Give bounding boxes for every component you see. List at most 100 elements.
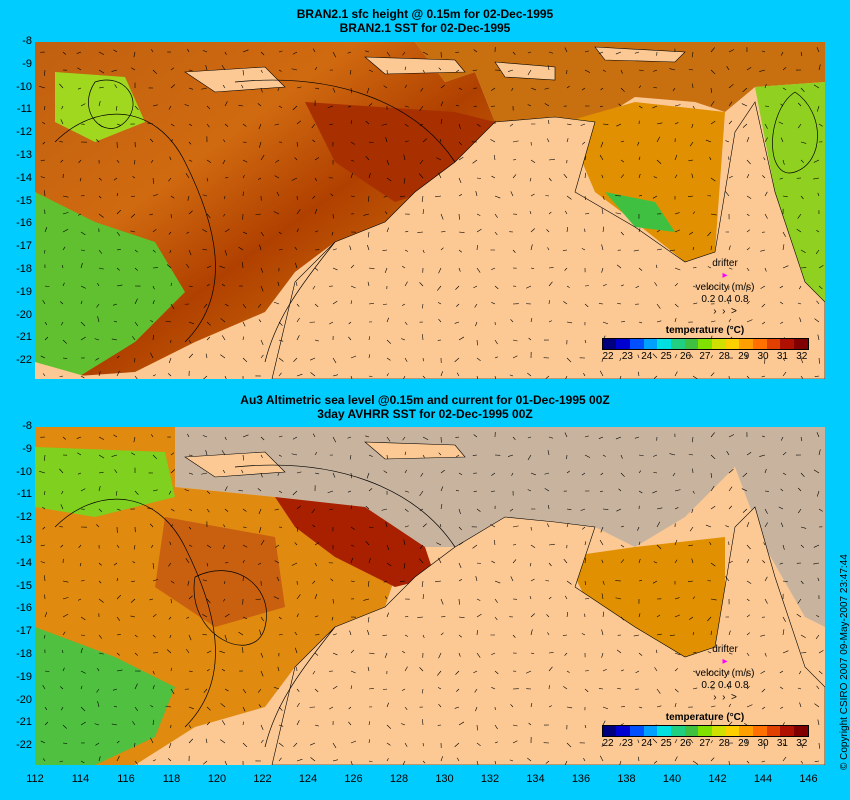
current-vector-arrow	[94, 723, 100, 726]
current-vector-arrow	[312, 670, 316, 675]
current-vector-arrow	[692, 375, 698, 379]
current-vector-arrow	[674, 267, 681, 271]
colorbar-swatch	[725, 339, 740, 349]
current-vector-arrow	[96, 524, 100, 528]
current-vector-arrow	[168, 105, 172, 110]
current-vector-arrow	[602, 69, 606, 72]
current-vector-arrow	[170, 469, 176, 474]
current-vector-arrow	[584, 303, 589, 308]
current-vector-arrow	[278, 339, 284, 342]
current-vector-arrow	[404, 84, 407, 89]
current-vector-arrow	[116, 267, 120, 271]
current-vector-arrow	[368, 721, 371, 726]
current-vector-arrow	[584, 156, 587, 161]
current-vector-arrow	[476, 652, 481, 658]
current-vector-arrow	[314, 451, 318, 456]
current-vector-arrow	[115, 490, 118, 496]
current-vector-arrow	[255, 598, 262, 601]
current-vector-arrow	[491, 687, 496, 690]
current-vector-arrow	[584, 339, 587, 344]
current-vector-arrow	[544, 488, 550, 492]
top-current-vectors	[39, 47, 824, 379]
colorbar-swatch	[739, 339, 753, 349]
current-vector-arrow	[548, 120, 550, 125]
current-vector-arrow	[616, 123, 622, 127]
current-vector-arrow	[764, 137, 768, 143]
current-vector-arrow	[116, 594, 122, 600]
current-vector-arrow	[419, 123, 424, 127]
current-vector-arrow	[602, 226, 605, 233]
current-vector-arrow	[133, 436, 136, 443]
current-vector-arrow	[60, 119, 64, 125]
current-vector-arrow	[530, 472, 536, 476]
current-vector-arrow	[473, 434, 478, 438]
current-vector-arrow	[329, 508, 334, 511]
current-vector-arrow	[601, 357, 604, 362]
current-vector-arrow	[59, 83, 64, 89]
current-vector-arrow	[40, 561, 46, 564]
current-vector-arrow	[167, 373, 172, 377]
current-vector-arrow	[257, 303, 262, 308]
current-vector-arrow	[566, 742, 572, 748]
current-vector-arrow	[368, 69, 373, 72]
current-vector-arrow	[494, 580, 501, 584]
current-vector-arrow	[638, 558, 641, 564]
current-vector-arrow	[350, 375, 353, 379]
current-vector-arrow	[760, 634, 766, 637]
current-vector-arrow	[800, 436, 803, 442]
current-vector-arrow	[238, 104, 244, 107]
current-vector-arrow	[332, 51, 337, 58]
current-vector-arrow	[152, 69, 158, 75]
current-vector-arrow	[764, 213, 768, 219]
current-vector-arrow	[132, 721, 136, 726]
current-vector-arrow	[728, 83, 734, 89]
current-vector-arrow	[491, 175, 496, 179]
bottom-east	[735, 457, 825, 627]
current-vector-arrow	[545, 760, 550, 764]
current-vector-arrow	[59, 468, 64, 474]
current-vector-arrow	[438, 652, 442, 659]
current-vector-arrow	[134, 105, 139, 110]
current-vector-arrow	[133, 159, 136, 165]
current-vector-arrow	[566, 357, 572, 363]
colorbar-swatch	[670, 339, 685, 349]
current-vector-arrow	[314, 562, 318, 567]
current-vector-arrow	[616, 649, 622, 654]
top-gulf-green	[605, 192, 675, 232]
current-vector-arrow	[98, 485, 101, 492]
current-vector-arrow	[780, 706, 784, 709]
current-vector-arrow	[692, 211, 696, 215]
current-vector-arrow	[689, 738, 694, 744]
current-vector-arrow	[332, 357, 337, 364]
current-vector-arrow	[491, 472, 496, 476]
current-vector-arrow	[402, 436, 406, 441]
current-vector-arrow	[456, 454, 460, 458]
current-vector-arrow	[546, 229, 550, 233]
current-vector-arrow	[296, 373, 303, 377]
current-vector-arrow	[348, 706, 352, 710]
current-vector-arrow	[291, 562, 298, 566]
current-vector-arrow	[759, 454, 766, 457]
bottom-contours	[54, 464, 456, 748]
current-vector-arrow	[170, 667, 172, 672]
current-vector-arrow	[584, 172, 587, 179]
current-vector-arrow	[404, 451, 407, 456]
current-vector-arrow	[349, 454, 352, 460]
current-vector-arrow	[817, 719, 820, 726]
current-vector-arrow	[494, 598, 498, 603]
current-vector-arrow	[438, 67, 442, 71]
current-vector-arrow	[615, 597, 622, 600]
current-vector-arrow	[62, 195, 69, 198]
current-vector-arrow	[242, 560, 245, 564]
current-vector-arrow	[818, 123, 823, 127]
current-vector-arrow	[530, 613, 535, 618]
current-vector-arrow	[130, 615, 136, 618]
current-vector-arrow	[311, 123, 316, 129]
current-vector-arrow	[404, 508, 409, 513]
current-vector-arrow	[526, 670, 532, 674]
current-vector-arrow	[224, 613, 230, 618]
current-vector-arrow	[60, 301, 64, 305]
colorbar-swatch	[602, 339, 617, 349]
current-vector-arrow	[386, 724, 392, 729]
current-vector-arrow	[310, 757, 316, 762]
